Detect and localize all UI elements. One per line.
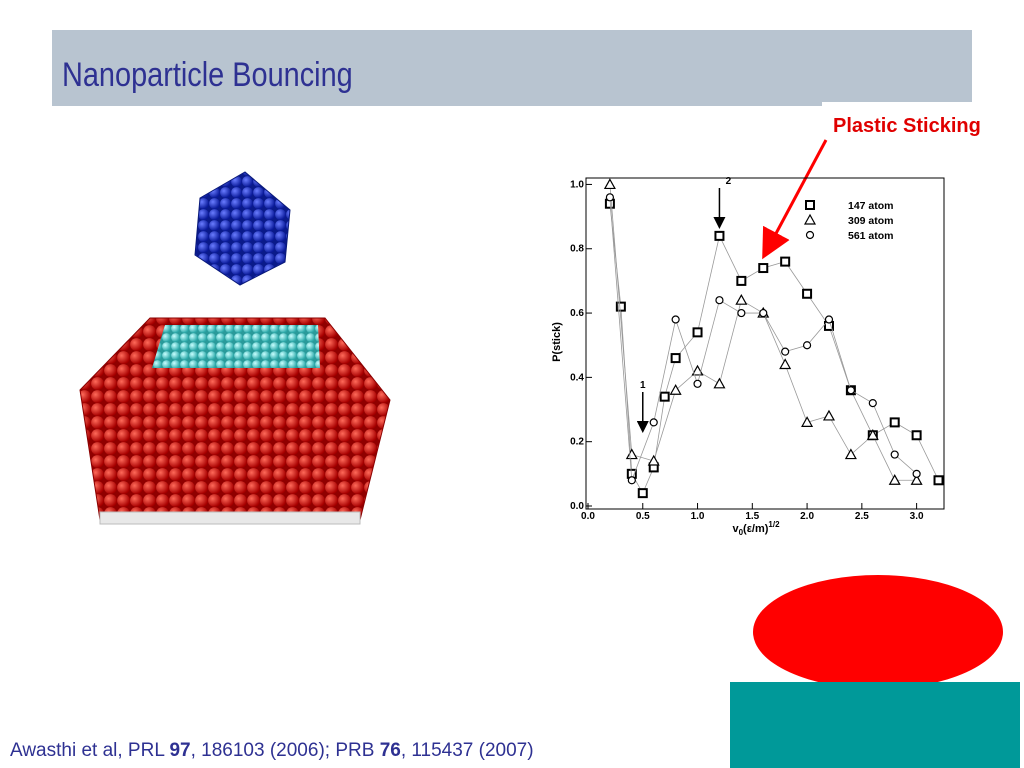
x-tick-label: 3.0 [910,511,924,522]
annotation: Plastic Sticking [833,115,981,137]
triangle-marker [669,383,682,395]
x-tick-label: 0.0 [581,511,595,522]
circle-marker [737,308,746,318]
y-tick-label: 0.8 [570,244,584,255]
triangle-marker [713,377,726,389]
triangle-marker [888,474,901,485]
x-label-part: v [732,523,739,535]
slide-title: Nanoparticle Bouncing [62,55,353,94]
square-marker [802,288,813,299]
circle-marker [781,347,790,356]
triangle-marker [910,474,923,485]
series-line [609,203,939,495]
citation-volume: 97 [169,740,190,761]
plot-frame [585,177,945,510]
citation-text: Awasthi et al, PRL [10,740,169,761]
circle-marker [693,379,702,388]
square-marker [714,230,725,241]
square-marker [615,301,626,312]
circle-marker [846,386,855,395]
square-marker [889,417,900,428]
triangle-marker [779,358,792,370]
circle-marker [715,296,724,305]
x-label-part: 0 [739,528,744,537]
legend-marker [803,213,817,225]
circle-marker [649,418,658,427]
circle-marker [824,315,834,324]
circle-marker [627,476,636,485]
citation-text: , 115437 (2007) [401,740,534,761]
simulation-illustration [79,171,391,525]
annotation-arrow [762,139,828,260]
circle-marker [868,398,877,408]
square-marker [692,327,703,338]
circle-marker [802,341,812,350]
circle-marker [605,193,615,202]
citation-volume: 76 [380,740,401,761]
triangle-marker [625,448,638,460]
chart: 0.0 0.2 0.4 0.6 0.8 1.0 0.0 0.5 1.0 1.5 2.0 2.5 3.0 P… [551,176,945,537]
circle-marker [912,469,921,478]
legend-label: 561 atom [848,230,894,242]
square-marker [736,275,747,286]
triangle-marker [603,178,616,190]
x-axis-label: v0(ε/m)1/2 [732,520,780,537]
triangle-marker [801,416,814,427]
x-tick-label: 2.5 [855,511,869,522]
triangle-marker [844,448,857,460]
triangle-marker [647,454,660,466]
substrate [730,682,1020,768]
x-tick-label: 2.0 [800,511,814,522]
square-marker [780,256,791,267]
square-marker [911,430,922,441]
droplet [753,575,1003,689]
square-marker [637,488,648,499]
title-bar [52,30,972,106]
legend-marker [805,200,815,210]
y-tick-label: 0.4 [570,372,584,383]
legend-label: 147 atom [848,200,894,212]
y-tick-label: 0.2 [570,437,584,448]
square-marker [670,353,681,364]
citation: Awasthi et al, PRL 97, 186103 (2006); PR… [10,740,534,761]
y-tick-label: 0.0 [570,501,584,512]
x-label-part: 1/2 [768,520,780,529]
circle-marker [671,315,680,324]
x-tick-label: 1.0 [691,511,705,522]
circle-marker [890,450,899,459]
legend-marker [805,230,815,240]
annotation-label: 1 [640,380,646,391]
square-marker [933,475,944,486]
triangle-marker [822,409,836,421]
y-tick-label: 1.0 [570,179,584,190]
y-tick-label: 0.6 [570,308,584,319]
square-marker [758,263,769,274]
citation-text: , 186103 (2006); PRB [191,740,380,761]
x-tick-label: 1.5 [745,511,759,522]
x-tick-label: 0.5 [636,511,650,522]
x-label-part: (ε/m) [743,523,769,535]
circle-marker [759,308,768,318]
annotation-box [822,102,1024,142]
triangle-marker [866,429,879,440]
legend-label: 309 atom [848,215,894,227]
y-axis-label: P(stick) [551,322,563,362]
triangle-marker [735,293,748,305]
square-marker [659,391,670,402]
annotation-label: 2 [726,176,732,187]
